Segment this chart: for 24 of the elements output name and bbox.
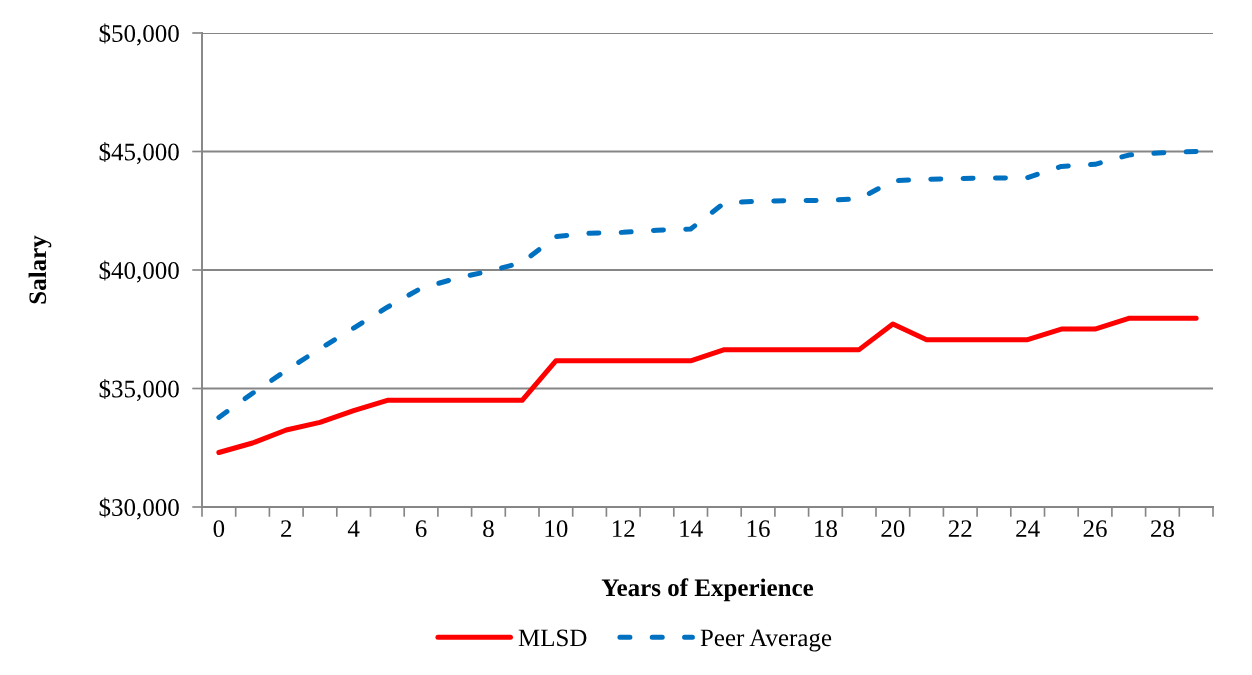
x-tick-label: 18 <box>815 520 837 538</box>
x-tick-label: 26 <box>1083 520 1107 538</box>
x-tick-label: 10 <box>545 520 568 538</box>
x-tick-label: 22 <box>948 520 972 537</box>
x-tick-label: 14 <box>680 520 703 537</box>
y-tick-label: $30,000 <box>99 497 179 520</box>
x-tick-label: 2 <box>281 520 292 537</box>
legend-label: Peer Average <box>700 629 832 652</box>
legend-label: MLSD <box>518 629 587 647</box>
x-tick-label: 28 <box>1151 520 1174 538</box>
x-tick-label: 20 <box>881 520 905 538</box>
y-axis-title: Salary <box>28 235 52 304</box>
y-tick-label: $35,000 <box>99 379 179 402</box>
x-tick-label: 12 <box>612 520 635 537</box>
x-tick-label: 16 <box>747 520 770 538</box>
y-tick-label: $50,000 <box>99 23 179 46</box>
y-tick-label: $45,000 <box>99 142 179 165</box>
x-tick-label: 4 <box>347 520 360 537</box>
y-tick-label: $40,000 <box>99 260 179 283</box>
x-tick-label: 24 <box>1016 520 1040 537</box>
x-tick-label: 0 <box>213 520 225 538</box>
x-tick-label: 8 <box>483 520 494 538</box>
x-axis-title: Years of Experience <box>601 578 814 602</box>
x-tick-label: 6 <box>415 520 427 538</box>
